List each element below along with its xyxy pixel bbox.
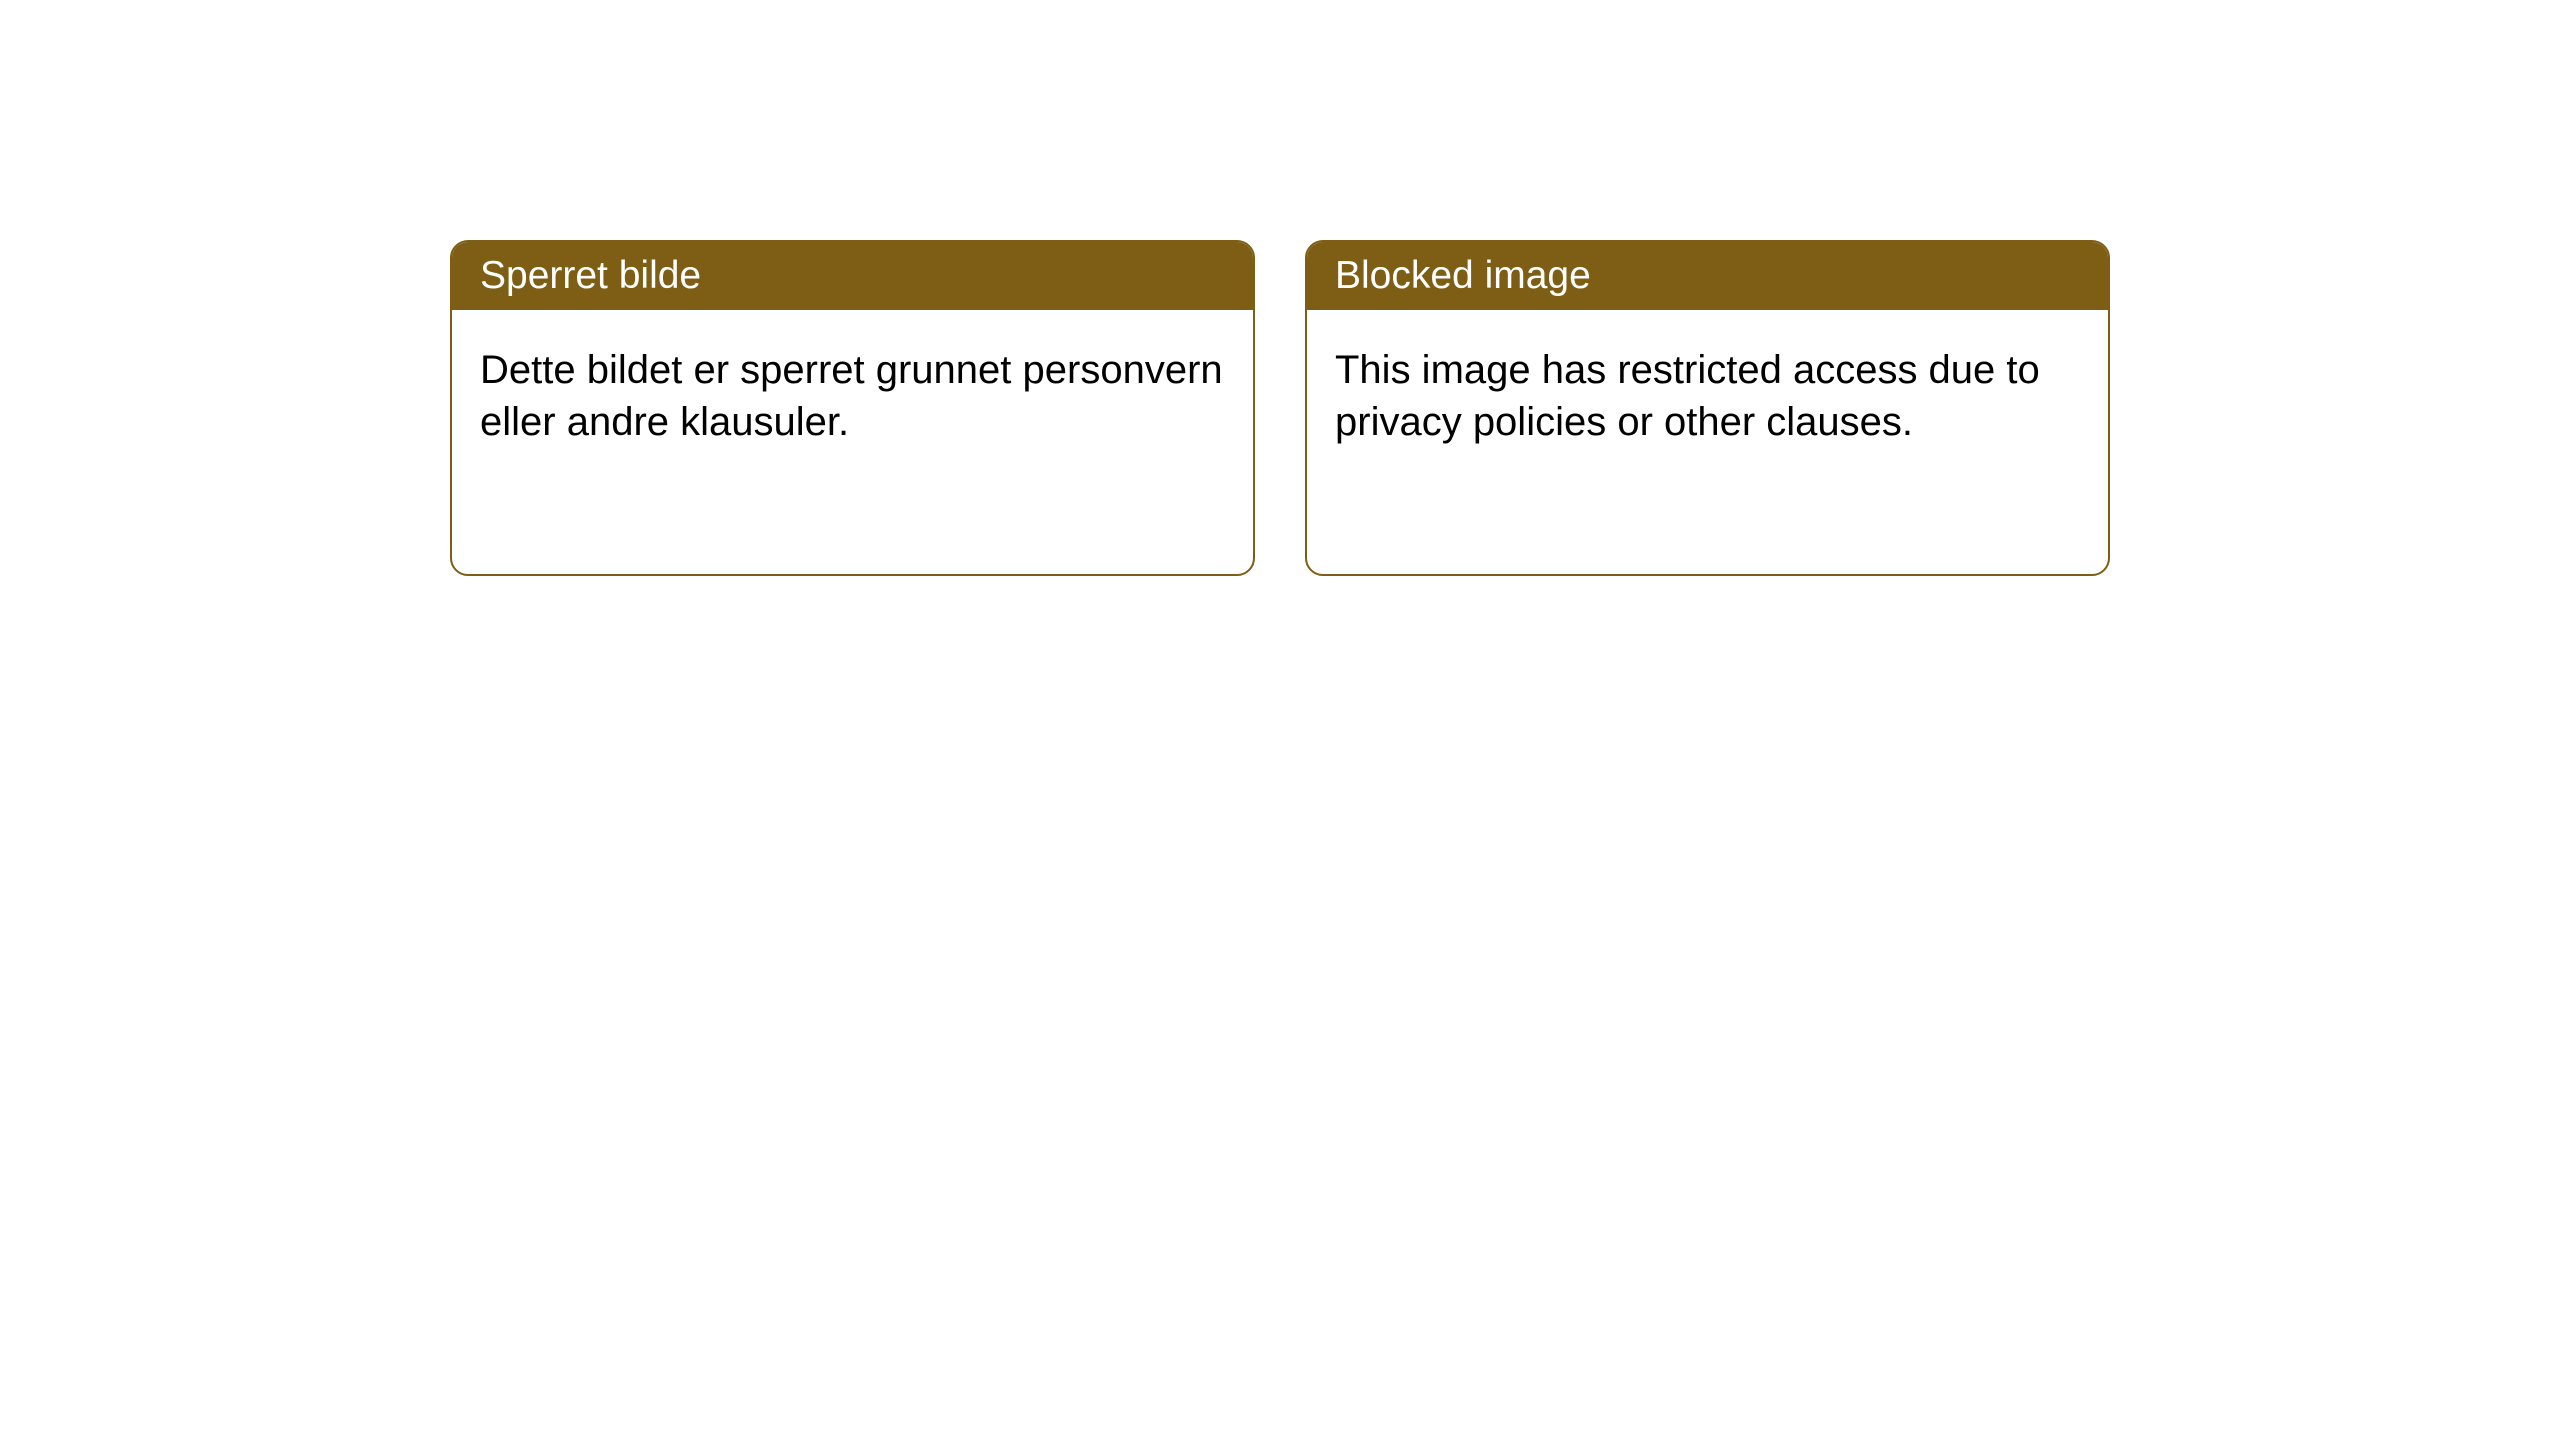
card-header-norwegian: Sperret bilde	[452, 242, 1253, 310]
card-title-english: Blocked image	[1335, 254, 1591, 297]
card-english: Blocked image This image has restricted …	[1305, 240, 2110, 576]
card-text-norwegian: Dette bildet er sperret grunnet personve…	[480, 348, 1223, 444]
cards-container: Sperret bilde Dette bildet er sperret gr…	[450, 240, 2110, 576]
card-text-english: This image has restricted access due to …	[1335, 348, 2040, 444]
card-body-english: This image has restricted access due to …	[1307, 310, 2108, 482]
card-header-english: Blocked image	[1307, 242, 2108, 310]
card-norwegian: Sperret bilde Dette bildet er sperret gr…	[450, 240, 1255, 576]
card-body-norwegian: Dette bildet er sperret grunnet personve…	[452, 310, 1253, 482]
card-title-norwegian: Sperret bilde	[480, 254, 701, 297]
